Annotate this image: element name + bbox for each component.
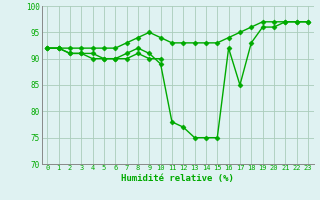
X-axis label: Humidité relative (%): Humidité relative (%) — [121, 174, 234, 183]
